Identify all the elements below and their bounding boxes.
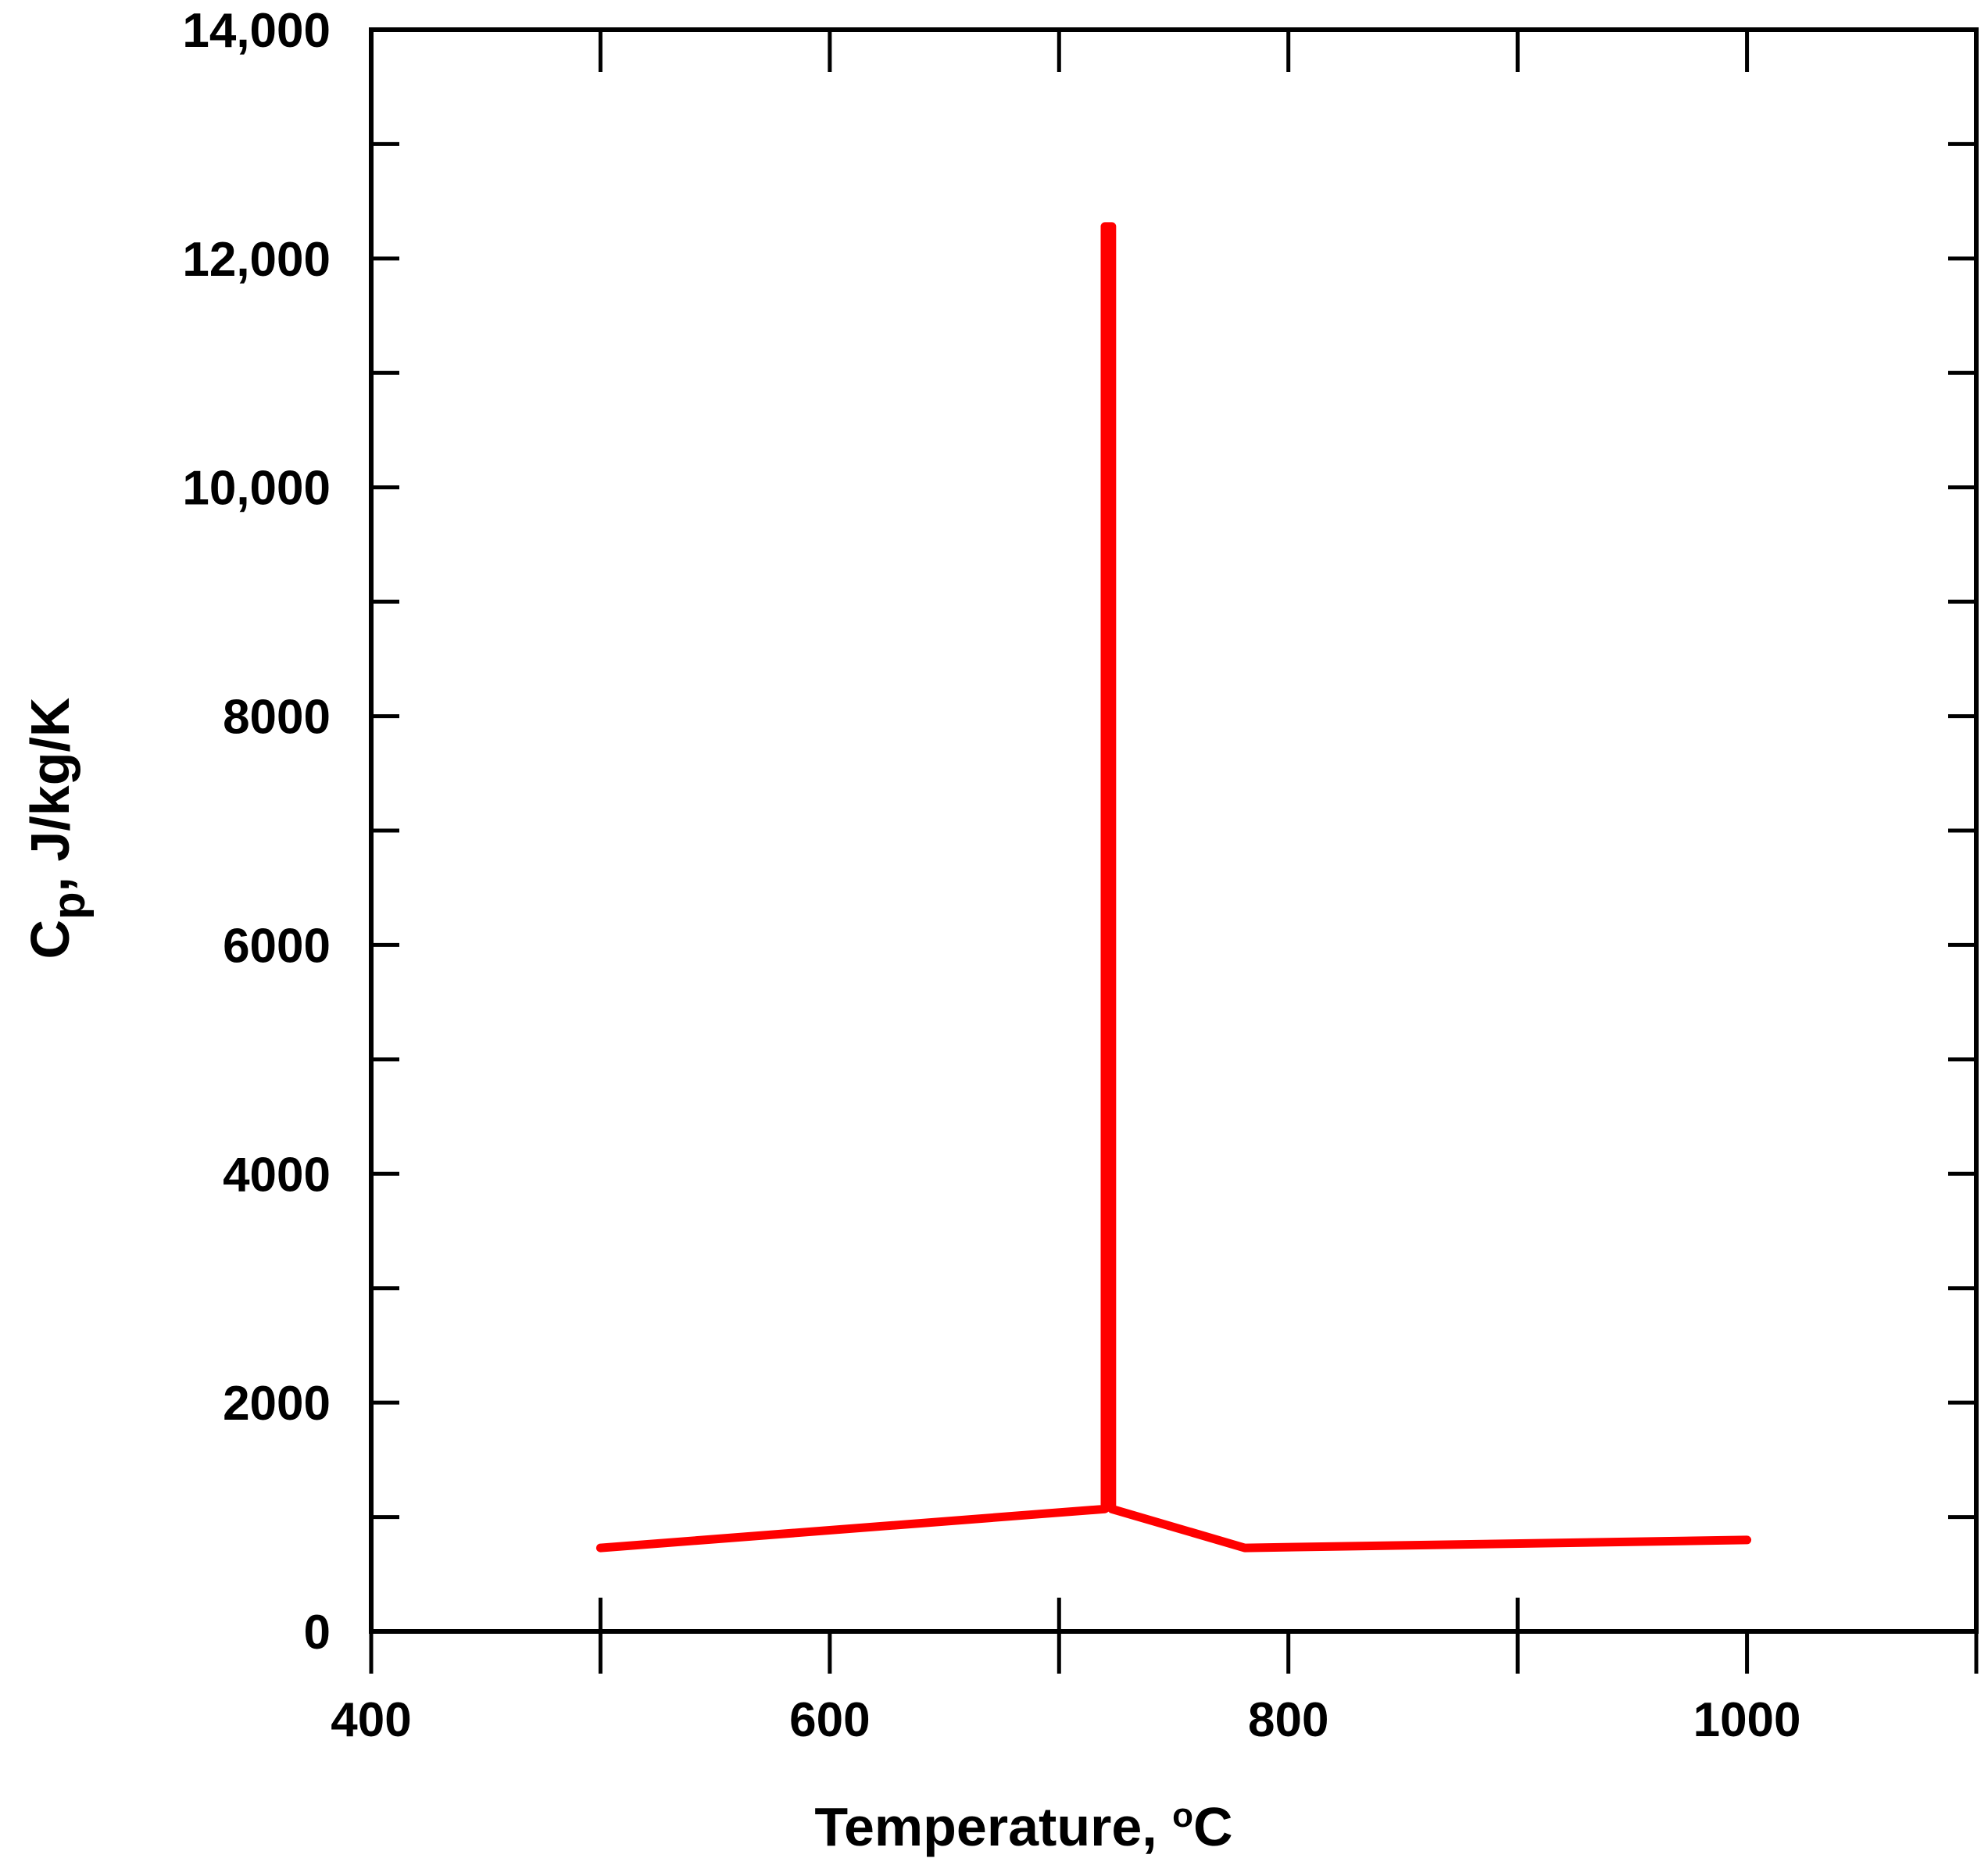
data-point [1107,222,1116,230]
x-tick-label: 400 [331,1693,411,1747]
series-layer [595,222,1752,1553]
series-line [595,222,1752,1553]
y-tick-label: 8000 [223,691,331,745]
y-tick-label: 6000 [223,919,331,973]
y-tick-label: 4000 [223,1148,331,1202]
data-point [1743,1535,1751,1544]
data-point [1100,222,1109,230]
plot-frame [369,27,1979,1634]
y-tick-label: 10,000 [182,462,331,516]
data-point [1100,1505,1109,1513]
x-tick-label: 600 [789,1693,870,1747]
data-point [596,1544,605,1553]
y-tick-label: 0 [304,1606,331,1660]
x-axis-title: Temperature, oC [814,1796,1232,1857]
tick-labels-layer: 0 2000 4000 6000 8000 10,000 12,000 14,000 400 60… [182,4,1800,1747]
data-point [1240,1544,1249,1553]
y-tick-label: 14,000 [182,4,331,58]
y-tick-label: 12,000 [182,233,331,287]
y-tick-label: 2000 [223,1377,331,1431]
data-point [1107,1505,1116,1513]
y-axis-title: Cp, J/kg/K [20,698,95,959]
x-tick-label: 800 [1248,1693,1328,1747]
ticks-layer [369,27,1979,1674]
x-tick-label: 1000 [1693,1693,1801,1747]
